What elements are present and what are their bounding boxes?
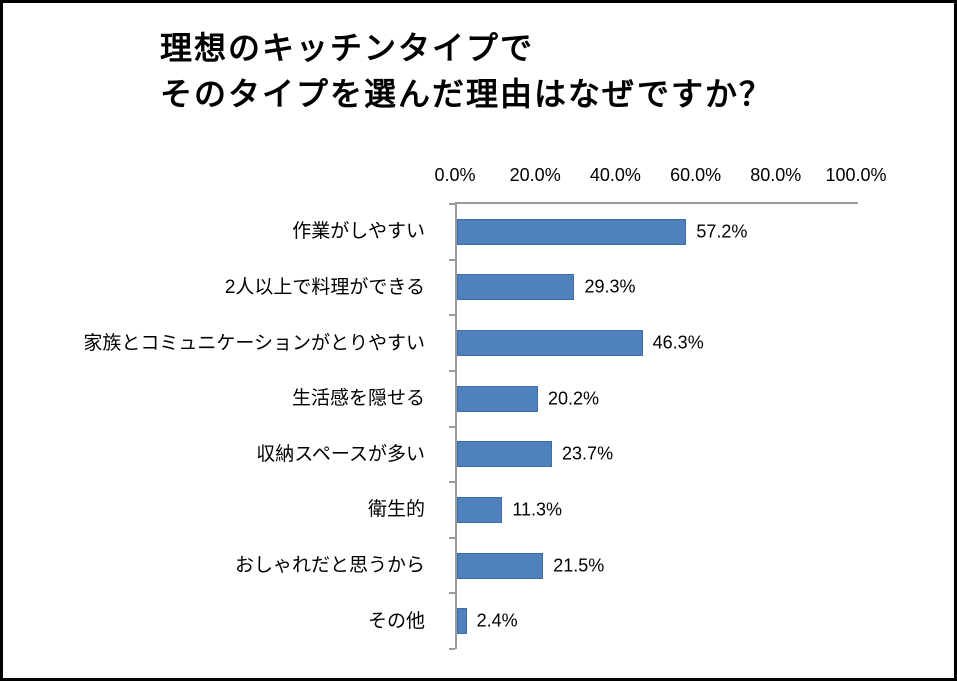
category-axis-tick bbox=[449, 314, 455, 316]
category-label: 家族とコミュニケーションがとりやすい bbox=[83, 332, 425, 354]
x-axis-tick-label: 100.0% bbox=[825, 165, 887, 185]
plot-area: 57.2% 29.3% 46.3% 20.2% 23.7% 11.3% 21.5% 2.4% bbox=[449, 202, 858, 650]
bar bbox=[457, 385, 538, 412]
category-label: 2人以上で料理ができる bbox=[224, 276, 425, 298]
value-label: 57.2% bbox=[696, 221, 748, 242]
chart-title: 理想のキッチンタイプで そのタイプを選んだ理由はなぜですか？ bbox=[160, 25, 773, 117]
category-axis-labels: 作業がしやすい 2人以上で料理ができる家族とコミュニケーションがとりやすい生活感を… bbox=[43, 202, 433, 647]
x-axis-tick-label: 80.0% bbox=[750, 165, 802, 185]
bar bbox=[457, 218, 687, 245]
value-label: 29.3% bbox=[584, 276, 636, 297]
value-label: 21.5% bbox=[553, 555, 605, 576]
x-axis-tick-label: 40.0% bbox=[589, 165, 641, 185]
category-label: 衛生的 bbox=[367, 499, 425, 521]
category-axis-tick bbox=[449, 481, 455, 483]
category-axis-tick bbox=[449, 426, 455, 428]
chart-title-line1: 理想のキッチンタイプで bbox=[160, 30, 535, 66]
value-label: 2.4% bbox=[476, 610, 518, 631]
bar bbox=[457, 441, 553, 468]
x-axis-tick-label: 60.0% bbox=[670, 165, 722, 185]
value-label: 46.3% bbox=[652, 332, 704, 353]
x-axis-tick-labels: 0.0% 20.0% 40.0% 60.0% 80.0% 100.0% bbox=[434, 165, 886, 189]
x-axis-tick-label: 0.0% bbox=[434, 165, 476, 185]
chart-title-line2: そのタイプを選んだ理由はなぜですか？ bbox=[160, 76, 773, 112]
category-axis-tick bbox=[449, 592, 455, 594]
category-axis-tick bbox=[449, 259, 455, 261]
category-label: その他 bbox=[367, 610, 425, 632]
category-axis-tick bbox=[449, 648, 455, 650]
category-label: 収納スペースが多い bbox=[256, 443, 425, 465]
category-label: おしゃれだと思うから bbox=[234, 555, 425, 577]
value-label: 11.3% bbox=[512, 499, 563, 520]
bar bbox=[457, 496, 503, 523]
category-axis-tick bbox=[449, 370, 455, 372]
bar bbox=[457, 274, 575, 301]
value-label: 23.7% bbox=[562, 443, 614, 464]
category-label: 生活感を隠せる bbox=[291, 388, 425, 410]
category-axis-tick bbox=[449, 537, 455, 539]
value-label: 20.2% bbox=[548, 388, 600, 409]
category-label: 作業がしやすい bbox=[292, 221, 425, 243]
bar bbox=[457, 330, 643, 357]
bar bbox=[457, 552, 544, 579]
x-axis-tick-label: 20.0% bbox=[509, 165, 561, 185]
category-axis-tick bbox=[449, 203, 455, 205]
bar bbox=[457, 608, 467, 635]
